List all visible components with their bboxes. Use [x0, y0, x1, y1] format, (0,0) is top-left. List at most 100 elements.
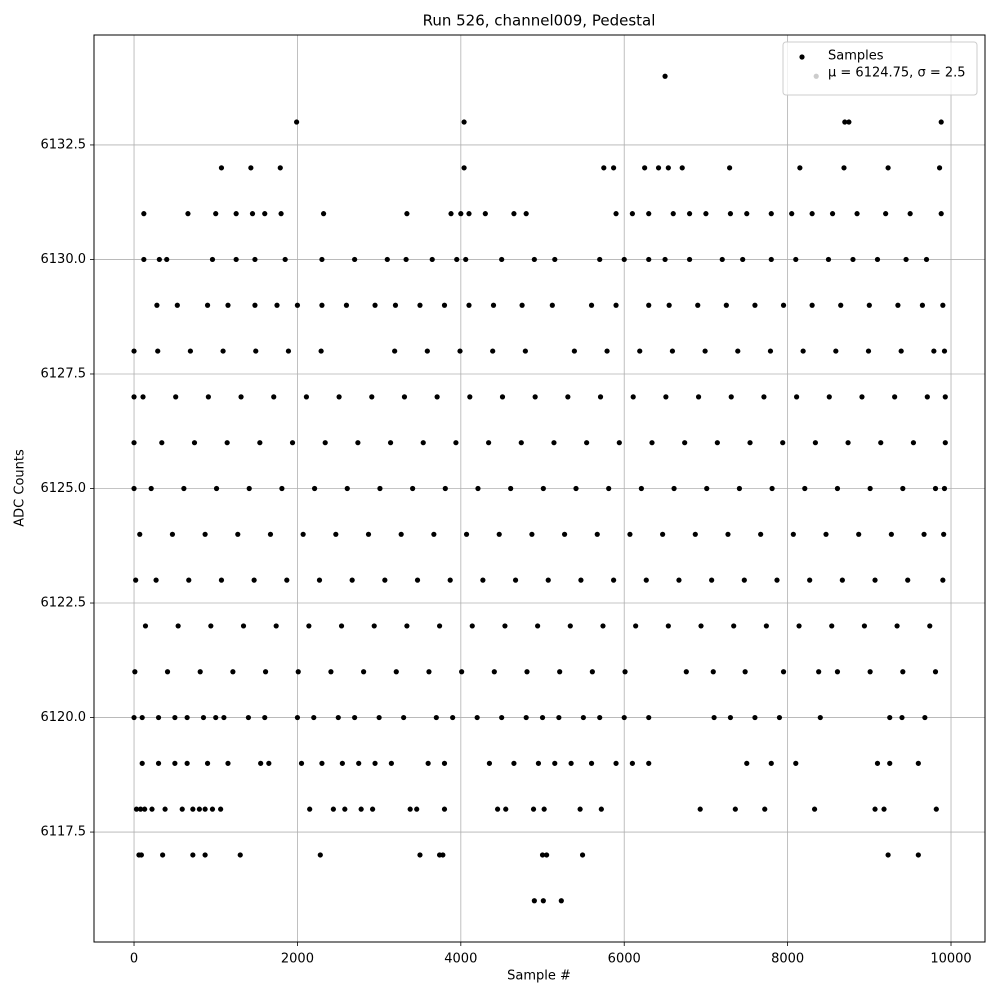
- data-point: [763, 623, 769, 629]
- data-point: [727, 714, 734, 721]
- data-point: [571, 348, 577, 354]
- data-point: [611, 165, 617, 171]
- data-point: [319, 256, 325, 263]
- data-point: [289, 440, 296, 446]
- data-point: [466, 211, 472, 217]
- data-point: [453, 440, 459, 446]
- data-point: [933, 806, 939, 812]
- data-point: [679, 165, 685, 171]
- data-point: [137, 806, 144, 812]
- data-point: [133, 577, 139, 583]
- data-point: [932, 485, 939, 492]
- data-point: [627, 531, 633, 537]
- data-point: [887, 760, 893, 766]
- y-tick-label: 6127.5: [41, 366, 87, 381]
- data-point: [768, 760, 774, 766]
- data-point: [702, 348, 708, 354]
- data-point: [218, 165, 225, 171]
- legend-marker: [799, 54, 805, 60]
- data-point: [258, 760, 264, 766]
- data-point: [262, 211, 268, 217]
- data-point: [881, 806, 887, 812]
- y-tick-label: 6125.0: [41, 481, 87, 496]
- data-point: [131, 485, 137, 492]
- data-point: [393, 669, 399, 675]
- data-point: [874, 760, 881, 766]
- data-point: [768, 211, 774, 217]
- data-point: [282, 256, 288, 263]
- data-point: [233, 256, 239, 263]
- data-point: [407, 806, 413, 812]
- data-point: [271, 394, 277, 400]
- data-point: [186, 577, 192, 583]
- data-point: [941, 348, 948, 354]
- data-point: [923, 256, 930, 263]
- data-point: [630, 394, 636, 400]
- data-point: [404, 211, 410, 217]
- data-point: [768, 256, 774, 263]
- data-point: [727, 165, 733, 171]
- data-point: [797, 165, 803, 171]
- data-point: [540, 485, 546, 492]
- data-point: [829, 211, 836, 217]
- data-point: [697, 806, 703, 812]
- data-point: [295, 669, 301, 675]
- data-point: [311, 485, 318, 492]
- data-point: [447, 577, 453, 583]
- data-point: [248, 165, 254, 171]
- data-point: [141, 211, 147, 217]
- data-point: [649, 440, 655, 446]
- y-tick-label: 6117.5: [41, 825, 87, 840]
- data-point: [557, 669, 563, 675]
- data-point: [410, 485, 416, 492]
- data-point: [266, 760, 272, 766]
- data-point: [300, 531, 306, 537]
- data-point: [888, 531, 894, 537]
- data-point: [829, 623, 835, 629]
- data-point: [463, 531, 470, 537]
- data-point: [938, 119, 944, 125]
- data-point: [811, 806, 818, 812]
- data-point: [491, 669, 497, 675]
- data-point: [742, 669, 748, 675]
- data-point: [834, 669, 841, 675]
- data-point: [541, 806, 547, 812]
- data-point: [131, 394, 137, 400]
- data-point: [601, 165, 607, 171]
- data-point: [131, 440, 137, 446]
- legend-box: [782, 41, 978, 96]
- y-tick-label: 6130.0: [41, 252, 87, 267]
- data-point: [450, 714, 456, 721]
- data-point: [915, 852, 921, 858]
- data-point: [646, 256, 652, 263]
- data-point: [474, 714, 480, 721]
- data-point: [604, 348, 610, 354]
- data-point: [597, 394, 604, 400]
- data-point: [200, 714, 207, 721]
- data-point: [140, 394, 146, 400]
- data-point: [277, 165, 283, 171]
- data-point: [714, 440, 720, 446]
- data-point: [529, 531, 535, 537]
- data-point: [900, 669, 906, 675]
- data-point: [279, 485, 285, 492]
- legend-annotation: μ = 6124.75, σ = 2.5: [828, 66, 966, 81]
- data-point: [480, 577, 486, 583]
- data-point: [155, 714, 162, 721]
- plot-frame: [93, 34, 986, 943]
- data-point: [245, 714, 252, 721]
- data-point: [940, 577, 946, 583]
- data-point: [274, 302, 280, 308]
- data-point: [512, 577, 519, 583]
- data-point: [794, 394, 800, 400]
- data-point: [723, 302, 729, 308]
- data-point: [486, 760, 493, 766]
- data-point: [431, 531, 437, 537]
- data-point: [454, 256, 460, 263]
- data-point: [833, 348, 839, 354]
- data-point: [758, 531, 764, 537]
- data-point: [306, 623, 312, 629]
- data-point: [257, 440, 263, 446]
- data-point: [735, 348, 741, 354]
- data-point: [938, 211, 944, 217]
